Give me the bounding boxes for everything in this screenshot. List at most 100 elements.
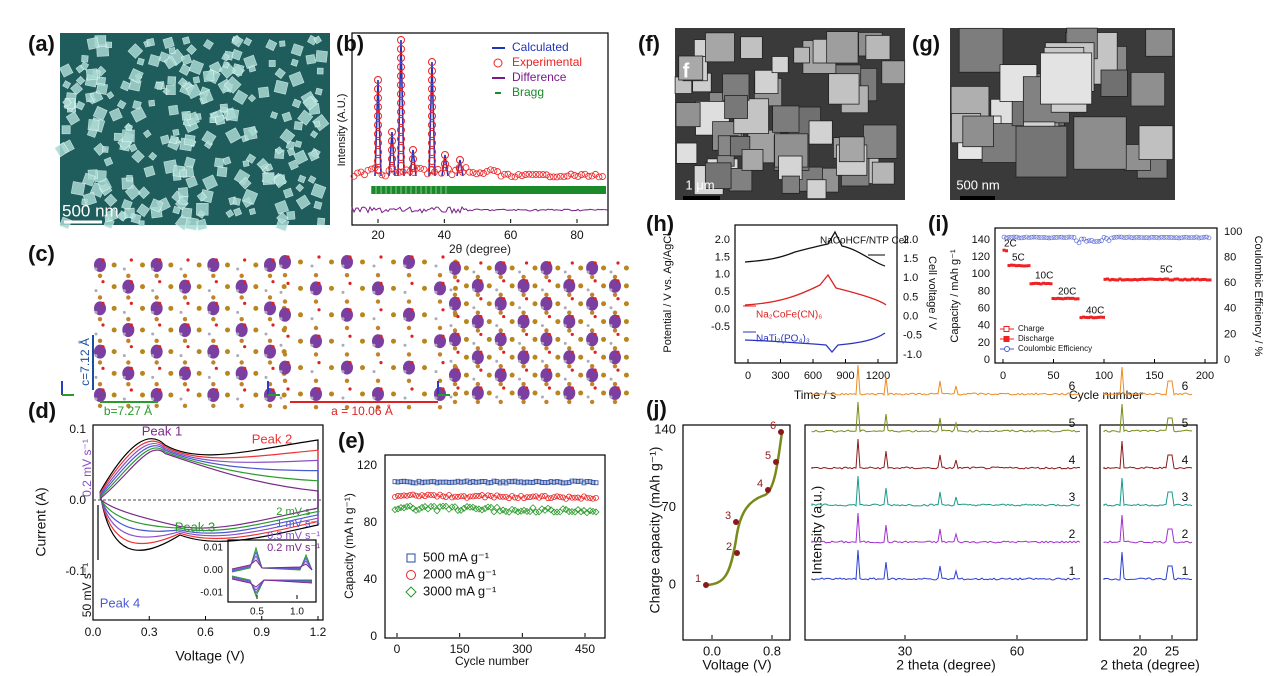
- marker: [587, 495, 593, 502]
- crystal: [286, 211, 296, 220]
- atom-o: [609, 395, 613, 399]
- atom-o: [434, 370, 438, 374]
- marker: [404, 479, 410, 485]
- label: 4: [757, 478, 763, 490]
- crystal: [1073, 116, 1127, 170]
- atom-o: [472, 306, 476, 310]
- y-tick-label: -1.0: [903, 349, 922, 361]
- atom-o: [122, 354, 126, 358]
- marker: [1029, 282, 1033, 286]
- marker: [539, 493, 545, 500]
- marker: [530, 480, 536, 485]
- panel-label: (d): [28, 398, 56, 423]
- atom-n: [456, 279, 460, 283]
- marker: [590, 480, 596, 485]
- atom-n: [243, 301, 247, 305]
- atom-c: [589, 399, 595, 405]
- marker: [458, 493, 464, 500]
- crystal: [162, 36, 175, 49]
- curve: [744, 332, 886, 353]
- atom-c: [313, 378, 319, 383]
- exp-point: [378, 171, 386, 179]
- atom-c: [498, 292, 503, 297]
- exp-point: [539, 171, 547, 178]
- marker: [1128, 278, 1132, 282]
- atom-n: [502, 297, 506, 301]
- crystal: [168, 104, 179, 116]
- marker: [464, 494, 470, 501]
- atom-fe: [532, 283, 538, 289]
- marker: [434, 493, 440, 500]
- curve: [99, 449, 319, 529]
- marker: [461, 493, 467, 500]
- atom-c: [498, 381, 503, 387]
- marker: [592, 508, 600, 516]
- crystal: [257, 86, 270, 99]
- y-tick-label: 40: [1224, 303, 1236, 315]
- marker: [593, 480, 599, 486]
- atom-c: [313, 325, 319, 331]
- crystal: [105, 208, 119, 222]
- atom-n: [101, 323, 105, 327]
- marker: [506, 478, 512, 484]
- marker: [452, 493, 458, 500]
- atom-n: [570, 332, 574, 337]
- atom-n: [379, 361, 383, 365]
- marker: [434, 480, 440, 486]
- atom-c: [182, 316, 188, 322]
- atom-fe: [463, 372, 469, 378]
- exp-point: [455, 164, 463, 172]
- atom-o: [179, 332, 183, 336]
- atom-n: [570, 261, 574, 265]
- atom-c: [375, 325, 381, 331]
- atom-o: [94, 310, 98, 314]
- label: 2: [1069, 527, 1076, 541]
- atom-c: [344, 273, 350, 278]
- atom-o: [236, 375, 240, 379]
- atom-o: [207, 332, 211, 336]
- marker: [1124, 235, 1129, 240]
- marker: [424, 505, 432, 513]
- atom-c: [567, 399, 572, 405]
- atom-n: [547, 368, 552, 372]
- atom-n: [410, 387, 414, 391]
- marker: [437, 491, 443, 498]
- atom-o: [372, 290, 376, 294]
- atom-fe: [391, 285, 396, 291]
- atom-n: [129, 345, 133, 349]
- atom-n: [410, 334, 414, 338]
- marker: [1174, 235, 1179, 240]
- atom-c: [612, 292, 618, 297]
- crystal: [724, 95, 748, 119]
- marker: [1176, 235, 1182, 241]
- marker: [1087, 316, 1090, 320]
- marker: [1102, 315, 1105, 319]
- atom-o: [151, 354, 155, 358]
- atom-o: [540, 377, 544, 381]
- atom-n: [348, 255, 352, 259]
- marker: [461, 479, 467, 485]
- marker: [1099, 238, 1104, 244]
- marker: [1042, 281, 1045, 285]
- atom-c: [211, 403, 216, 409]
- crystal: [225, 209, 235, 218]
- label: Peak 1: [142, 423, 182, 438]
- atom-n: [317, 308, 321, 312]
- marker: [1189, 235, 1194, 240]
- marker: [530, 493, 536, 500]
- marker: [1064, 296, 1067, 300]
- marker: [1201, 278, 1204, 282]
- crystal: [127, 43, 144, 59]
- atom-n: [379, 255, 383, 259]
- marker: [1014, 234, 1019, 240]
- marker: [421, 502, 429, 511]
- atom-o: [236, 397, 240, 401]
- atom-c: [452, 364, 458, 369]
- marker: [496, 507, 504, 515]
- label: 5: [1182, 416, 1189, 430]
- crystal: [136, 203, 150, 218]
- atom-fe: [168, 392, 174, 398]
- marker: [1141, 277, 1144, 281]
- atom-o: [179, 354, 183, 358]
- atom-c: [406, 325, 412, 331]
